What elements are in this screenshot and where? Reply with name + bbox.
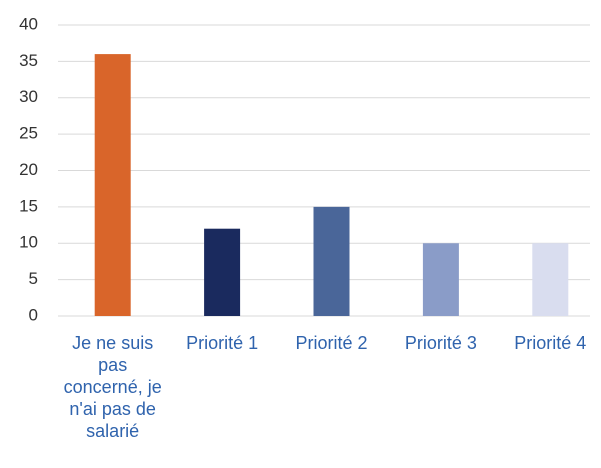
y-tick-label: 40 [19,14,38,33]
bar [204,228,241,316]
y-tick-label: 25 [19,124,38,143]
x-tick-label: Priorité 2 [295,333,368,353]
y-tick-label: 10 [19,233,38,252]
bar [313,206,350,316]
bar [532,243,569,316]
bar [422,243,459,316]
y-tick-label: 0 [29,305,38,324]
bar [94,54,131,316]
x-tick-label: Priorité 4 [514,333,587,353]
y-tick-label: 20 [19,160,38,179]
x-tick-label: Priorité 1 [186,333,259,353]
y-tick-label: 35 [19,51,38,70]
x-tick-label: Priorité 3 [404,333,477,353]
y-tick-label: 5 [29,269,38,288]
y-tick-label: 30 [19,87,38,106]
y-tick-label: 15 [19,196,38,215]
x-tick-label: Je ne suis pas concerné, je n'ai pas de … [63,333,162,441]
